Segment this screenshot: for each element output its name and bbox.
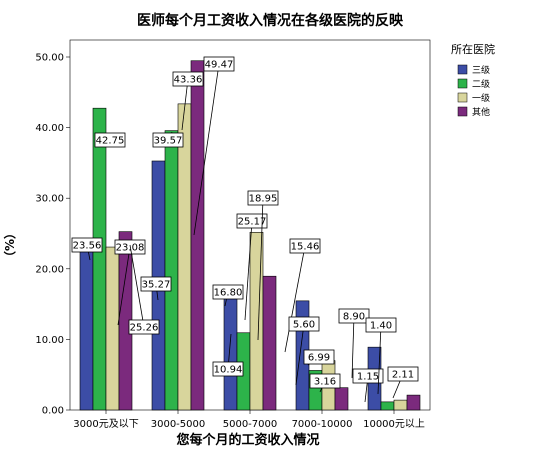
callout-box xyxy=(152,132,184,148)
callout-line xyxy=(244,220,253,321)
bar-2-3 xyxy=(177,103,192,411)
callout-box xyxy=(212,361,244,377)
bar-4-4 xyxy=(334,387,349,411)
legend-swatch xyxy=(457,106,468,117)
x-tick-label: 5000-7000 xyxy=(223,419,278,430)
data-label: 6.99 xyxy=(308,353,330,364)
callout-line xyxy=(181,78,189,131)
y-tick-label: 10.00 xyxy=(35,335,64,346)
legend-entry: 其他 xyxy=(472,106,490,118)
data-label: 25.17 xyxy=(238,217,267,228)
callout-box xyxy=(140,276,172,292)
legend-swatch xyxy=(457,78,468,89)
y-tick-label: 40.00 xyxy=(35,123,64,134)
data-label: 1.40 xyxy=(370,321,392,332)
bar-1-2 xyxy=(92,107,107,411)
callout-box xyxy=(71,237,103,253)
y-tick-label: 20.00 xyxy=(35,264,64,275)
x-axis-label: 您每个月的工资收入情况 xyxy=(176,432,319,448)
bar-1-3 xyxy=(105,246,120,411)
callout-box xyxy=(247,190,279,206)
data-label: 3.16 xyxy=(314,377,336,388)
bars-group xyxy=(79,60,421,411)
x-tick-label: 3000-5000 xyxy=(151,419,206,430)
callout-box xyxy=(338,308,370,324)
x-tick-label: 7000-10000 xyxy=(292,419,353,430)
bar-2-4 xyxy=(190,60,205,411)
legend-entry: 二级 xyxy=(472,78,490,90)
callout-line xyxy=(295,323,305,386)
bar-5-4 xyxy=(406,394,421,411)
callout-box xyxy=(212,284,244,300)
callout-box xyxy=(172,71,204,87)
callout-line xyxy=(377,324,382,395)
callout-line xyxy=(117,246,131,326)
data-label: 35.27 xyxy=(142,280,171,291)
legend-swatch xyxy=(457,64,468,75)
data-label: 2.11 xyxy=(392,370,414,381)
data-label: 15.46 xyxy=(291,242,320,253)
callout-box xyxy=(289,238,321,254)
data-label: 16.80 xyxy=(214,288,243,299)
x-tick-label: 10000元以上 xyxy=(363,418,425,430)
x-tick-label: 3000元及以下 xyxy=(73,418,138,430)
y-axis-label: （%） xyxy=(2,227,17,263)
callout-box xyxy=(236,213,268,229)
bar-5-3 xyxy=(393,399,408,411)
bar-3-4 xyxy=(262,275,277,411)
y-tick-label: 50.00 xyxy=(35,53,64,64)
data-label: 8.90 xyxy=(343,312,365,323)
data-label: 25.26 xyxy=(130,323,159,334)
callout-box xyxy=(94,132,126,148)
callout-box xyxy=(309,373,341,389)
chart-title: 医师每个月工资收入情况在各级医院的反映 xyxy=(137,12,404,29)
legend-title: 所在医院 xyxy=(451,42,495,56)
legend-swatch xyxy=(457,92,468,103)
data-label: 18.95 xyxy=(249,194,278,205)
data-label: 42.75 xyxy=(96,136,125,147)
callout-box xyxy=(387,366,419,382)
y-tick-label: 0.00 xyxy=(42,406,64,417)
bar-3-1 xyxy=(223,291,238,411)
data-label: 1.15 xyxy=(357,372,379,383)
callout-line xyxy=(129,244,145,328)
y-axis: 0.00 10.00 20.00 30.00 40.00 50.00 xyxy=(35,53,70,417)
callout-box xyxy=(203,56,235,72)
data-label: 49.47 xyxy=(205,60,234,71)
x-axis: 3000元及以下 3000-5000 5000-7000 7000-10000 1000… xyxy=(73,410,425,430)
callout-box xyxy=(352,368,384,384)
callout-box xyxy=(128,319,160,335)
data-label: 43.36 xyxy=(174,75,203,86)
y-tick-label: 30.00 xyxy=(35,194,64,205)
data-label: 5.60 xyxy=(293,320,315,331)
callout-line xyxy=(284,245,306,353)
bar-2-2 xyxy=(164,130,179,411)
callout-box xyxy=(365,317,397,333)
data-labels-group: 23.56 42.75 23.08 25.26 35.27 39.57 43.3649.47… xyxy=(71,56,419,403)
data-label: 23.56 xyxy=(73,241,102,252)
bar-5-2 xyxy=(380,401,395,411)
data-label: 39.57 xyxy=(154,136,183,147)
data-label: 23.08 xyxy=(116,243,145,254)
callout-line xyxy=(351,315,355,379)
data-label: 10.94 xyxy=(214,365,243,376)
callout-line xyxy=(193,63,220,236)
callout-box xyxy=(288,316,320,332)
legend-entry: 一级 xyxy=(472,92,490,104)
callout-box xyxy=(303,349,335,365)
legend-entry: 三级 xyxy=(472,64,490,76)
bar-1-1 xyxy=(79,243,94,411)
callout-line xyxy=(257,197,264,341)
